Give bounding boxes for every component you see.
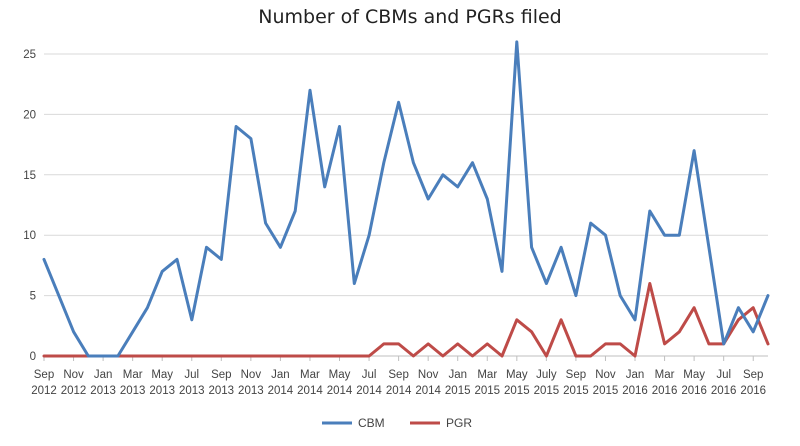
x-tick-label: May 2015 — [504, 369, 530, 397]
legend-label-pgr: PGR — [446, 416, 472, 430]
x-tick-label: Jan 2016 — [622, 369, 648, 397]
chart-title: Number of CBMs and PGRs filed — [258, 6, 561, 28]
x-tick-label: Sep 2015 — [563, 369, 589, 397]
x-tick-label: May 2014 — [327, 369, 353, 397]
x-tick-label: May 2016 — [681, 369, 707, 397]
x-tick-label: Mar 2013 — [120, 369, 146, 397]
x-tick-label: Jan 2014 — [268, 369, 294, 397]
series-line-pgr — [42, 282, 770, 358]
x-tick-label: Nov 2014 — [415, 369, 441, 397]
x-tick-label: May 2013 — [149, 369, 175, 397]
x-tick-label: Jan 2015 — [445, 369, 471, 397]
x-tick-label: Jul 2013 — [179, 369, 205, 397]
x-tick-label: Jul 2016 — [711, 369, 737, 397]
series-lines — [42, 40, 770, 358]
x-tick-label: Nov 2013 — [238, 369, 264, 397]
legend: CBM PGR — [322, 416, 472, 430]
x-tick-label: Sep 2013 — [209, 369, 235, 397]
y-tick-label: 5 — [30, 291, 36, 303]
legend-label-cbm: CBM — [358, 416, 385, 430]
x-tick-label: Nov 2015 — [593, 369, 619, 397]
y-tick-label: 20 — [23, 109, 36, 121]
x-tick-label: Sep 2014 — [386, 369, 412, 397]
x-tick-label: Sep 2016 — [740, 369, 766, 397]
y-tick-label: 15 — [23, 170, 36, 182]
x-tick-label: Nov 2012 — [61, 369, 87, 397]
x-tick-label: July 2015 — [534, 369, 560, 397]
x-tick-label: Sep 2012 — [31, 369, 57, 397]
y-tick-label: 0 — [30, 351, 36, 363]
y-tick-label: 10 — [23, 230, 36, 242]
y-tick-label: 25 — [23, 49, 36, 61]
x-tick-label: Jul 2014 — [356, 369, 382, 397]
x-tick-label: Mar 2014 — [297, 369, 323, 397]
x-tick-label: Mar 2015 — [474, 369, 500, 397]
x-tick-label: Mar 2016 — [652, 369, 678, 397]
y-axis-ticks: 0 5 10 15 20 25 — [23, 49, 36, 363]
series-line-cbm — [42, 40, 770, 358]
x-tick-label: Jan 2013 — [90, 369, 116, 397]
